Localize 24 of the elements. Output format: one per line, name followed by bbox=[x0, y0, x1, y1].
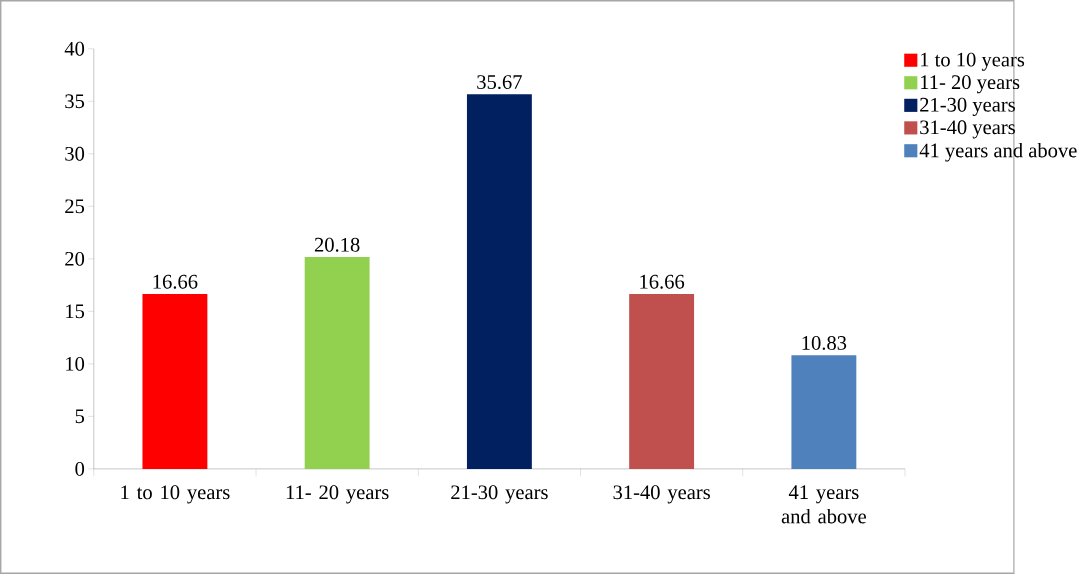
y-tick-label: 30 bbox=[65, 146, 85, 161]
data-label: 10.83 bbox=[802, 336, 847, 350]
data-label: 20.18 bbox=[314, 237, 360, 252]
data-label: 16.66 bbox=[153, 274, 198, 289]
y-tick-label: 5 bbox=[75, 409, 85, 424]
x-tick-label: 31-40 years bbox=[613, 485, 710, 504]
legend-label: 31-40 years bbox=[920, 120, 1015, 139]
legend-label: 21-30 years bbox=[920, 97, 1015, 116]
data-label: 16.66 bbox=[640, 274, 685, 289]
x-tick-label: 1 to 10 years bbox=[121, 485, 230, 504]
y-tick-label: 10 bbox=[66, 356, 85, 371]
x-tick-label: 11- 20 years bbox=[286, 485, 389, 504]
x-tick-label: 21-30 years bbox=[451, 485, 548, 504]
data-label: 35.67 bbox=[477, 75, 522, 90]
legend-label: 41 years and above bbox=[919, 142, 1077, 162]
x-tick-label: 41 years and above bbox=[781, 485, 866, 524]
y-tick-label: 15 bbox=[66, 304, 85, 319]
legend-label: 1 to 10 years bbox=[921, 52, 1025, 71]
y-tick-label: 25 bbox=[65, 199, 85, 214]
y-tick-label: 20 bbox=[65, 251, 85, 266]
y-tick-label: 40 bbox=[64, 41, 85, 56]
y-tick-label: 35 bbox=[65, 94, 85, 109]
legend-label: 11- 20 years bbox=[921, 75, 1020, 94]
y-tick-label: 0 bbox=[75, 461, 85, 476]
